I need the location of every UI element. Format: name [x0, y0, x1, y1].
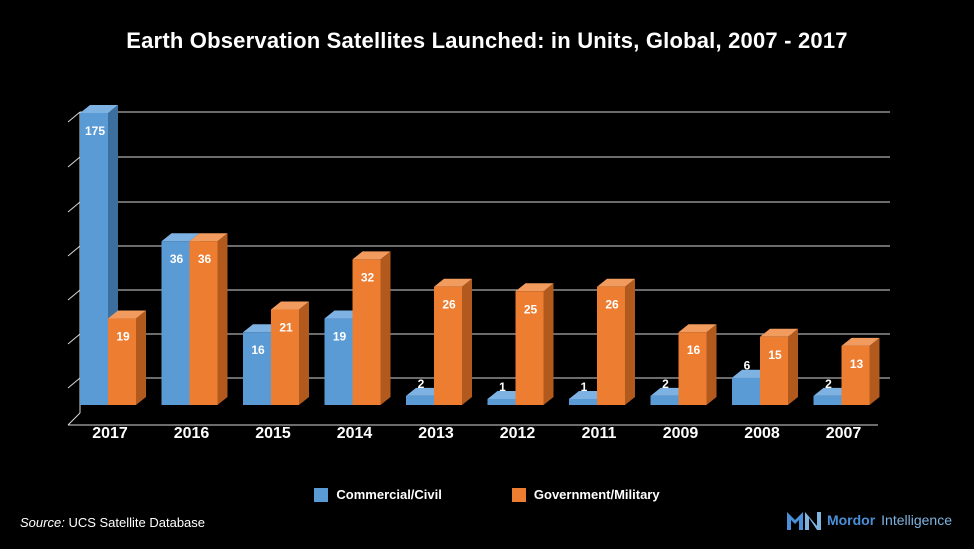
- x-tick-label-2009: 2009: [663, 425, 699, 442]
- bar-government-2009: [678, 332, 707, 405]
- bar-commercial-2009: [650, 395, 679, 405]
- bar-commercial-2015-label: 16: [251, 343, 265, 357]
- gridline-tick: [67, 289, 81, 301]
- legend-item-commercial: Commercial/Civil: [314, 487, 442, 502]
- bar-government-2014: [352, 259, 381, 405]
- bar-government-2015-side: [299, 301, 309, 405]
- bar-commercial-2009-label: 2: [662, 377, 669, 391]
- x-tick-label-2008: 2008: [744, 425, 780, 442]
- bar-government-2007: [841, 345, 870, 405]
- bar-commercial-2015: [243, 332, 271, 405]
- gridline-tick: [67, 377, 81, 389]
- bar-government-2013: [434, 286, 462, 405]
- bar-government-2015-label: 21: [279, 320, 293, 334]
- bar-commercial-2017-label: 175: [85, 124, 105, 138]
- legend-label-commercial: Commercial/Civil: [336, 487, 442, 502]
- source-label: Source:: [20, 515, 65, 530]
- x-tick-label-2014: 2014: [337, 425, 373, 442]
- bar-government-2007-side: [869, 337, 880, 405]
- legend-swatch-government: [511, 487, 526, 502]
- bar-government-2008-side: [788, 328, 798, 405]
- bar-commercial-2016-label: 36: [170, 252, 184, 266]
- bar-government-2013-side: [462, 278, 472, 405]
- bar-government-2013-top: [434, 278, 472, 287]
- bar-government-2015: [271, 309, 299, 405]
- bar-government-2013-label: 26: [442, 298, 456, 312]
- chart-title: Earth Observation Satellites Launched: i…: [126, 28, 848, 53]
- bar-government-2011: [597, 286, 625, 405]
- x-tick-label-2007: 2007: [826, 425, 862, 442]
- bar-government-2011-top: [597, 278, 635, 287]
- source-text: UCS Satellite Database: [68, 515, 206, 530]
- bar-government-2016: [189, 241, 218, 405]
- bar-government-2012-top: [515, 283, 554, 292]
- bar-government-2007-top: [841, 337, 880, 346]
- bar-commercial-2008: [732, 377, 760, 405]
- gridline-tick: [67, 156, 81, 168]
- bar-government-2012: [515, 291, 544, 405]
- bar-commercial-2011: [569, 399, 597, 405]
- x-tick-label-2016: 2016: [174, 425, 210, 442]
- bar-government-2017-top: [108, 310, 146, 319]
- floor-edge: [67, 412, 81, 426]
- bar-commercial-2016-top: [161, 233, 200, 242]
- bar-government-2016-top: [189, 233, 228, 242]
- gridline-tick: [67, 111, 81, 123]
- gridline-tick: [67, 333, 81, 345]
- bar-government-2008-label: 15: [768, 348, 782, 362]
- bar-government-2007-label: 13: [850, 357, 864, 371]
- bar-commercial-2012: [487, 399, 516, 405]
- bar-government-2014-label: 32: [361, 270, 375, 284]
- bar-commercial-2014: [324, 318, 353, 405]
- bar-commercial-2016: [161, 241, 190, 405]
- bar-government-2012-label: 25: [524, 302, 538, 316]
- legend: Commercial/Civil Government/Military: [0, 487, 974, 502]
- bar-commercial-2011-label: 1: [581, 380, 588, 394]
- bar-government-2008: [760, 336, 788, 405]
- bar-commercial-2017-top: [80, 105, 118, 113]
- bar-government-2017: [108, 318, 136, 405]
- x-tick-label-2011: 2011: [582, 425, 617, 442]
- bar-government-2017-side: [136, 310, 146, 405]
- gridline-tick: [67, 201, 81, 213]
- bar-government-2016-side: [217, 233, 228, 405]
- x-tick-label-2013: 2013: [418, 425, 454, 442]
- bar-commercial-2007: [813, 395, 842, 405]
- bar-commercial-2013: [406, 395, 434, 405]
- source-note: Source: UCS Satellite Database: [20, 515, 205, 530]
- bar-commercial-2012-label: 1: [499, 380, 506, 394]
- brand-name-primary: Mordor: [826, 512, 876, 528]
- legend-label-government: Government/Military: [533, 487, 660, 502]
- bar-commercial-2008-label: 6: [744, 359, 751, 373]
- bar-government-2014-side: [380, 251, 391, 405]
- bar-government-2011-side: [625, 278, 635, 405]
- x-tick-label-2012: 2012: [500, 425, 536, 442]
- bar-government-2011-label: 26: [605, 298, 619, 312]
- bar-commercial-2017: [80, 113, 108, 405]
- bar-government-2017-label: 19: [116, 330, 130, 344]
- bar-commercial-2013-label: 2: [418, 377, 425, 391]
- brand-logo: Mordor Intelligence: [786, 510, 952, 530]
- brand-name-secondary: Intelligence: [881, 512, 952, 528]
- bar-government-2009-side: [706, 324, 717, 405]
- bar-commercial-2007-label: 2: [825, 377, 832, 391]
- mordor-logo-icon: [786, 512, 821, 530]
- gridline-tick: [67, 245, 81, 257]
- bar-government-2016-label: 36: [198, 252, 212, 266]
- bar-government-2009-top: [678, 324, 717, 333]
- bar-government-2014-top: [352, 251, 391, 260]
- x-tick-label-2015: 2015: [255, 425, 291, 442]
- bar-government-2012-side: [543, 283, 554, 405]
- bar-government-2009-label: 16: [687, 343, 701, 357]
- x-tick-label-2017: 2017: [92, 425, 128, 442]
- bar-government-2015-top: [271, 301, 309, 310]
- legend-item-government: Government/Military: [511, 487, 660, 502]
- bar-commercial-2014-label: 19: [333, 330, 347, 344]
- legend-swatch-commercial: [314, 487, 329, 502]
- bar-government-2008-top: [760, 328, 798, 337]
